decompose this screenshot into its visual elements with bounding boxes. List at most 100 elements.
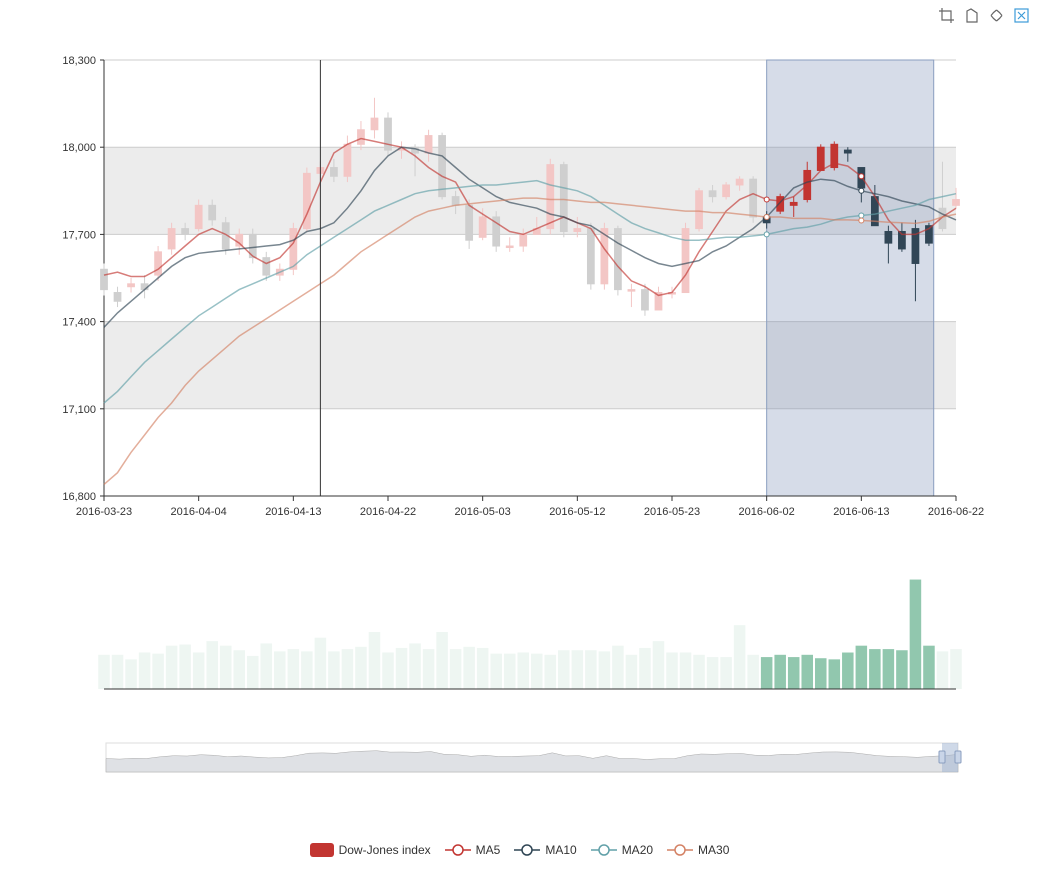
x-axis: 2016-03-23 2016-04-04 2016-04-13 2016-04-22… (76, 495, 984, 518)
candle (884, 225, 893, 264)
brush-selection (766, 59, 935, 497)
candle (708, 184, 717, 203)
candle-body (357, 129, 365, 145)
slider-data-shadow (105, 750, 959, 773)
volume-bar (923, 645, 935, 689)
candle-body (465, 204, 474, 241)
candle (654, 286, 663, 311)
candle-body (248, 233, 257, 259)
candle-body (789, 201, 798, 206)
legend-label: MA5 (475, 843, 501, 857)
legend-candle-icon (309, 843, 334, 857)
volume-bar (896, 650, 908, 689)
candle-body (438, 135, 446, 198)
legend-item-ma20[interactable]: MA20 (590, 843, 654, 857)
candle (573, 216, 582, 238)
y-tick-label: 17,400 (62, 317, 96, 329)
volume-bar (679, 652, 692, 689)
volume-bar (869, 649, 881, 689)
ma30-point (858, 217, 865, 224)
volume-bar (693, 654, 705, 689)
legend-item-candles[interactable]: Dow-Jones index (309, 843, 431, 857)
y-tick-label: 17,100 (62, 404, 96, 416)
ma5-point (858, 173, 865, 180)
candle-body (154, 251, 162, 276)
volume-bar (179, 644, 191, 689)
volume-bar (733, 625, 746, 689)
candle-body (654, 292, 663, 311)
volume-bar (165, 645, 178, 689)
candle-body (735, 178, 744, 186)
candle-body (641, 289, 649, 311)
volume-bar (842, 652, 854, 689)
candle-body (586, 228, 595, 285)
legend-line-icon (444, 844, 471, 856)
brush-keep-icon[interactable] (987, 6, 1006, 25)
volume-bar (409, 643, 421, 689)
volume-bar (125, 659, 137, 689)
candle (100, 263, 108, 296)
volume-bar (247, 655, 259, 689)
volume-bar (585, 650, 597, 689)
candle-body (370, 117, 379, 131)
candle (357, 121, 365, 151)
candle-body (749, 178, 758, 218)
volume-bar (815, 658, 827, 689)
volume-bar (909, 579, 922, 689)
legend-item-ma30[interactable]: MA30 (667, 843, 729, 857)
volume-bar (774, 654, 786, 689)
candle (898, 222, 906, 252)
legend-label: MA20 (621, 843, 654, 857)
legend-item-ma5[interactable]: MA5 (444, 843, 501, 857)
data-zoom-slider (105, 742, 962, 773)
volume-bar (301, 651, 313, 689)
x-tick-label: 2016-05-23 (644, 506, 700, 518)
volume-bar (503, 653, 516, 689)
candle-body (884, 230, 893, 244)
candle (384, 112, 392, 156)
volume-bar (382, 652, 394, 689)
candle-body (573, 228, 582, 232)
candle-body (681, 228, 690, 294)
candle (167, 222, 176, 255)
candle-body (330, 167, 338, 177)
candle (330, 158, 338, 183)
candle (641, 283, 649, 316)
volume-bar (206, 641, 218, 689)
legend-item-ma10[interactable]: MA10 (514, 843, 577, 857)
brush-polygon-icon[interactable] (962, 6, 981, 25)
legend-label: MA10 (545, 843, 577, 857)
legend: Dow-Jones index MA5 MA10 MA20 MA30 (0, 843, 1039, 857)
candle-body (181, 228, 190, 235)
volume-bar (517, 652, 529, 689)
grid-band (104, 147, 956, 235)
ma20-point (763, 231, 770, 238)
candle (181, 222, 190, 241)
volume-bar (666, 652, 678, 689)
volume-bar (274, 651, 286, 689)
candle-body (722, 184, 730, 198)
x-tick-label: 2016-04-13 (265, 506, 321, 518)
candle (843, 147, 852, 162)
brush-clear-icon[interactable] (1012, 6, 1031, 25)
candle-body (627, 289, 636, 292)
candle-body (302, 172, 311, 230)
candle-body (600, 228, 609, 285)
candle (154, 246, 162, 281)
volume-bar (531, 653, 543, 689)
grid-band (104, 408, 956, 496)
volume-bar (287, 649, 300, 689)
volume-bar (490, 653, 502, 689)
volume-bar (612, 645, 624, 689)
volume-bar (625, 654, 638, 689)
candle (194, 199, 203, 232)
x-tick-label: 2016-06-13 (833, 506, 889, 518)
candle-body (100, 268, 108, 291)
volume-bar (449, 649, 462, 689)
brush-rect-icon[interactable] (937, 6, 956, 25)
y-tick-label: 18,300 (62, 55, 96, 67)
candle-body (559, 164, 568, 232)
candle (113, 286, 122, 308)
x-tick-label: 2016-05-12 (549, 506, 605, 518)
